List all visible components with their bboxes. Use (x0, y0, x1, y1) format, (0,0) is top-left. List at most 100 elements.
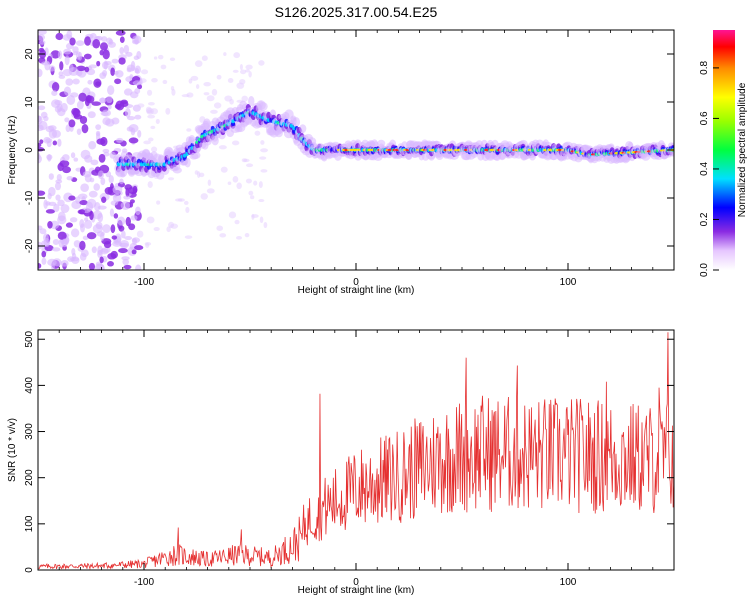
colorbar-label: Normalized spectral amplitude (737, 82, 748, 217)
spectral-blob (248, 190, 254, 196)
spectral-blob (88, 190, 98, 198)
spectral-blob (59, 160, 70, 168)
snr-ytick-label: 200 (24, 469, 35, 486)
spectral-blob (239, 78, 246, 85)
spectral-blob (82, 235, 89, 241)
spectral-blob (86, 232, 97, 240)
spectral-blob (48, 128, 57, 139)
spectral-blob (299, 124, 307, 134)
spectral-blob (371, 139, 378, 148)
spectral-blob (175, 198, 183, 202)
spectral-blob (92, 39, 101, 49)
spectral-blob (101, 196, 107, 203)
spectral-blob (78, 92, 87, 102)
spectral-blob (60, 260, 69, 267)
spectral-blob (62, 166, 71, 174)
spectral-blob (87, 79, 93, 85)
spectral-blob (194, 170, 199, 175)
spectral-blob (227, 181, 232, 185)
spectral-blob (62, 154, 70, 162)
spectral-blob (232, 175, 239, 183)
spectral-blob (239, 63, 243, 71)
spectral-blob (183, 200, 189, 205)
spectrogram-ytick-label: 0 (24, 147, 35, 153)
spectral-blob (137, 103, 145, 108)
spectral-blob (220, 166, 228, 173)
spectral-blob (129, 91, 139, 99)
spectral-blob (219, 233, 227, 238)
spectral-blob (70, 152, 76, 159)
spectral-blob (99, 256, 104, 264)
spectral-blob (110, 250, 118, 259)
spectral-blob (125, 107, 131, 118)
spectral-blob (53, 203, 60, 213)
spectral-blob (57, 211, 66, 222)
spectral-blob (258, 199, 265, 203)
chart-title: S126.2025.317.00.54.E25 (275, 4, 438, 20)
spectral-blob (107, 104, 112, 110)
spectral-blob (85, 201, 94, 212)
spectral-blob (97, 205, 107, 210)
colorbar-ticks: 0.0 0.2 0.4 0.6 0.8 (699, 61, 719, 277)
spectral-blob (146, 89, 153, 96)
spectral-blob (64, 55, 70, 66)
spectral-blob (88, 262, 96, 270)
spectral-blob (65, 124, 71, 133)
spectral-blob (84, 217, 89, 222)
spectral-blob (76, 65, 86, 72)
spectral-blob (121, 230, 126, 239)
spectral-blob (258, 181, 263, 188)
snr-ytick-label: 300 (24, 423, 35, 440)
spectral-blob (100, 177, 106, 186)
spectral-blob (71, 256, 80, 265)
spectrogram-xtick-label: 0 (353, 277, 359, 288)
spectral-blob (231, 140, 240, 146)
spectral-blob (48, 125, 57, 131)
spectral-blob (245, 163, 254, 168)
spectral-blob (38, 105, 46, 111)
snr-ticks: -100 0 100 0 100 200 300 400 500 (24, 330, 675, 588)
spectrogram-ytick-label: 10 (24, 96, 35, 108)
spectral-blob (63, 48, 72, 55)
spectral-blob (38, 147, 45, 152)
spectral-blob (115, 30, 126, 36)
spectral-blob (65, 78, 74, 86)
spectral-blob (99, 264, 105, 270)
spectral-blob (170, 86, 175, 91)
spectral-blob (259, 216, 264, 224)
spectral-blob (39, 228, 47, 235)
spectrogram-xtick-label: -100 (134, 277, 154, 288)
spectral-blob (91, 101, 102, 106)
spectral-blob (128, 223, 136, 231)
spectral-blob (91, 246, 97, 254)
spectral-blob (50, 50, 61, 59)
spectral-blob (198, 172, 205, 178)
spectral-blob (151, 77, 158, 83)
spectral-blob (206, 188, 215, 194)
spectral-blob (66, 30, 73, 40)
spectral-blob (63, 86, 72, 96)
snr-ytick-label: 400 (24, 377, 35, 394)
spectral-blob (195, 84, 200, 90)
spectral-blob (203, 92, 210, 96)
spectral-blob (95, 124, 102, 130)
spectrogram-heatmap (38, 30, 674, 270)
spectral-blob (125, 187, 130, 198)
spectral-blob (69, 217, 78, 223)
spectral-blob (57, 138, 62, 147)
spectral-blob (99, 72, 107, 79)
spectral-blob (203, 82, 211, 87)
spectral-blob (41, 250, 47, 258)
spectral-blob (52, 140, 58, 146)
spectral-blob (245, 178, 252, 184)
spectral-blob (112, 193, 122, 203)
spectral-blob (292, 117, 301, 127)
spectral-blob (39, 40, 46, 45)
spectral-blob (47, 220, 53, 229)
spectral-blob (105, 118, 115, 127)
spectral-blob (108, 175, 114, 184)
spectral-blob (38, 30, 47, 35)
spectral-blob (259, 156, 267, 160)
colorbar-tick-label: 0.4 (699, 162, 710, 176)
spectral-blob (102, 224, 111, 234)
